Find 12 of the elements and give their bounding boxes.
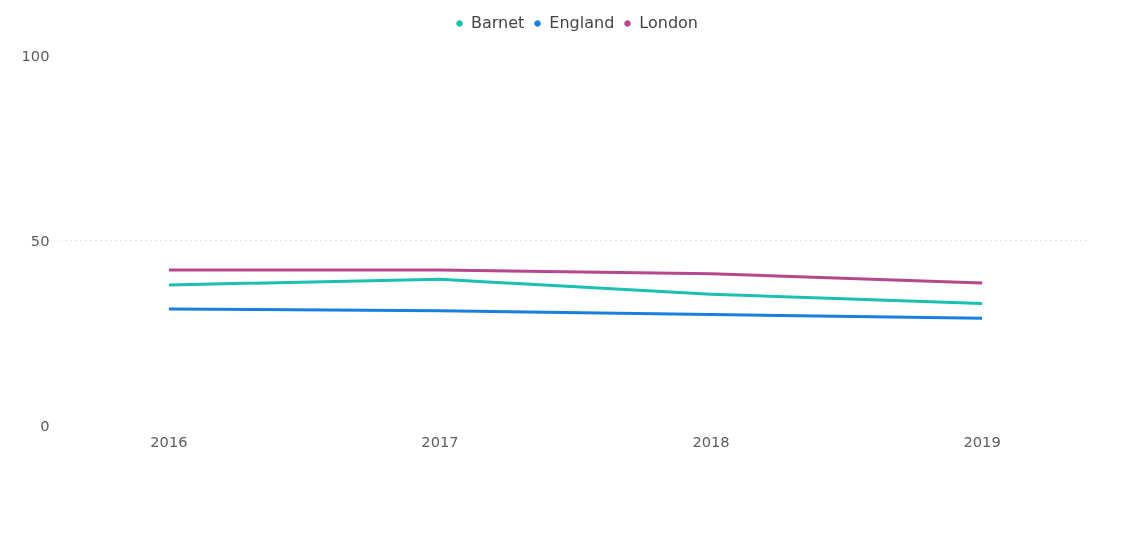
x-tick-label: 2019 [963, 432, 1001, 450]
legend-label: London [639, 13, 698, 32]
legend-label: England [549, 13, 615, 32]
y-tick-label: 100 [21, 46, 50, 64]
x-tick-label: 2017 [421, 432, 459, 450]
x-tick-label: 2018 [692, 432, 730, 450]
legend-label: Barnet [471, 13, 525, 32]
x-tick-label: 2016 [150, 432, 188, 450]
y-tick-label: 0 [40, 416, 50, 434]
line-series [167, 307, 984, 320]
line-series [167, 277, 984, 305]
y-tick-label: 50 [30, 231, 50, 249]
